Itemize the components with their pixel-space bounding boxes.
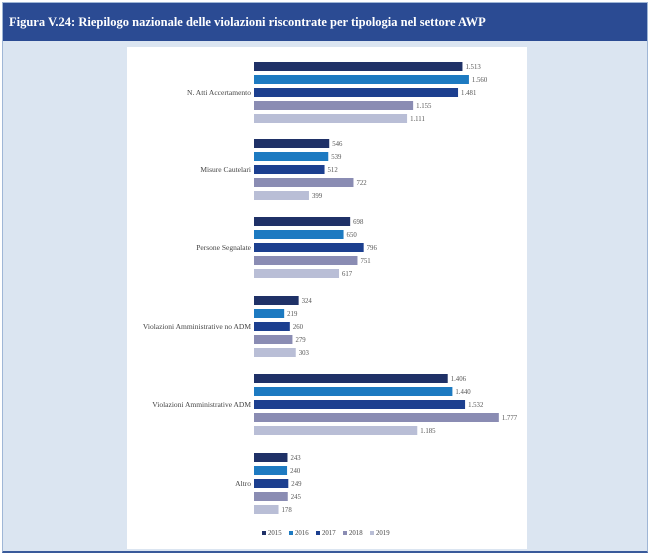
bar-n-atti-accertamento-2017 — [254, 88, 459, 97]
data-label-altro-2019: 178 — [282, 507, 293, 514]
legend-label-2017: 2017 — [322, 530, 336, 537]
data-label-n-atti-accertamento-2019: 1.111 — [410, 116, 425, 123]
bar-violazioni-amministrative-no-adm-2017 — [254, 322, 290, 331]
data-label-misure-cautelari-2019: 399 — [312, 193, 323, 200]
data-label-persone-segnalate-2016: 650 — [347, 232, 358, 239]
legend-swatch-2019 — [370, 531, 374, 535]
bar-misure-cautelari-2019 — [254, 191, 309, 200]
data-label-persone-segnalate-2019: 617 — [342, 271, 353, 278]
bar-persone-segnalate-2019 — [254, 269, 340, 278]
category-label-violazioni-amministrative-no-adm: Violazioni Amministrative no ADM — [143, 322, 251, 331]
bar-misure-cautelari-2017 — [254, 165, 325, 174]
data-label-violazioni-amministrative-no-adm-2019: 303 — [299, 350, 310, 357]
data-label-n-atti-accertamento-2015: 1.513 — [465, 64, 481, 71]
bar-n-atti-accertamento-2019 — [254, 114, 408, 123]
legend-label-2016: 2016 — [295, 530, 309, 537]
figure-title: Figura V.24: Riepilogo nazionale delle v… — [3, 3, 647, 41]
bar-persone-segnalate-2018 — [254, 256, 358, 265]
data-label-violazioni-amministrative-adm-2019: 1.185 — [420, 428, 436, 435]
data-label-n-atti-accertamento-2017: 1.481 — [461, 90, 476, 97]
legend-label-2019: 2019 — [376, 530, 390, 537]
legend-label-2015: 2015 — [268, 530, 282, 537]
bar-persone-segnalate-2015 — [254, 217, 351, 226]
bar-violazioni-amministrative-adm-2017 — [254, 400, 466, 409]
legend-swatch-2018 — [343, 531, 347, 535]
bar-altro-2015 — [254, 453, 288, 462]
bar-persone-segnalate-2017 — [254, 243, 364, 252]
bar-violazioni-amministrative-adm-2015 — [254, 374, 448, 383]
data-label-violazioni-amministrative-no-adm-2016: 219 — [287, 311, 298, 318]
bar-violazioni-amministrative-no-adm-2016 — [254, 309, 285, 318]
bar-misure-cautelari-2015 — [254, 139, 330, 148]
bar-violazioni-amministrative-no-adm-2015 — [254, 296, 299, 305]
bar-altro-2019 — [254, 505, 279, 514]
category-label-misure-cautelari: Misure Cautelari — [200, 165, 251, 174]
data-label-misure-cautelari-2015: 546 — [332, 141, 343, 148]
legend-swatch-2015 — [262, 531, 266, 535]
category-label-persone-segnalate: Persone Segnalate — [196, 243, 251, 252]
legend-label-2018: 2018 — [349, 530, 363, 537]
bar-n-atti-accertamento-2016 — [254, 75, 469, 84]
data-label-misure-cautelari-2017: 512 — [328, 167, 339, 174]
data-label-persone-segnalate-2018: 751 — [360, 258, 370, 265]
bar-altro-2017 — [254, 479, 289, 488]
data-label-altro-2018: 245 — [291, 494, 302, 501]
data-label-persone-segnalate-2015: 698 — [353, 219, 364, 226]
data-label-misure-cautelari-2016: 539 — [331, 154, 342, 161]
data-label-altro-2017: 249 — [291, 481, 302, 488]
bar-misure-cautelari-2018 — [254, 178, 354, 187]
data-label-altro-2016: 240 — [290, 468, 301, 475]
bar-chart: N. Atti Accertamento 1.513 1.560 1.481 1.155… — [143, 62, 518, 537]
bar-n-atti-accertamento-2015 — [254, 62, 463, 71]
data-label-violazioni-amministrative-no-adm-2017: 260 — [293, 324, 304, 331]
bar-violazioni-amministrative-adm-2019 — [254, 426, 418, 435]
bar-violazioni-amministrative-no-adm-2019 — [254, 348, 296, 357]
data-label-violazioni-amministrative-no-adm-2015: 324 — [302, 298, 313, 305]
data-label-n-atti-accertamento-2016: 1.560 — [472, 77, 488, 84]
data-label-n-atti-accertamento-2018: 1.155 — [416, 103, 432, 110]
data-label-violazioni-amministrative-no-adm-2018: 279 — [295, 337, 306, 344]
bar-violazioni-amministrative-adm-2018 — [254, 413, 499, 422]
bar-altro-2018 — [254, 492, 288, 501]
bar-violazioni-amministrative-adm-2016 — [254, 387, 453, 396]
chart-panel: N. Atti Accertamento 1.513 1.560 1.481 1.155… — [127, 47, 527, 549]
bar-persone-segnalate-2016 — [254, 230, 344, 239]
legend-swatch-2017 — [316, 531, 320, 535]
category-label-altro: Altro — [235, 479, 251, 488]
bar-violazioni-amministrative-no-adm-2018 — [254, 335, 293, 344]
data-label-violazioni-amministrative-adm-2017: 1.532 — [468, 402, 484, 409]
legend-swatch-2016 — [289, 531, 293, 535]
data-label-violazioni-amministrative-adm-2015: 1.406 — [451, 376, 467, 383]
category-label-n-atti-accertamento: N. Atti Accertamento — [187, 88, 251, 97]
data-label-misure-cautelari-2018: 722 — [356, 180, 367, 187]
category-label-violazioni-amministrative-adm: Violazioni Amministrative ADM — [152, 400, 251, 409]
bar-altro-2016 — [254, 466, 288, 475]
data-label-violazioni-amministrative-adm-2018: 1.777 — [502, 415, 518, 422]
bar-n-atti-accertamento-2018 — [254, 101, 414, 110]
data-label-altro-2015: 243 — [290, 455, 301, 462]
data-label-violazioni-amministrative-adm-2016: 1.440 — [455, 389, 471, 396]
data-label-persone-segnalate-2017: 796 — [367, 245, 378, 252]
bar-misure-cautelari-2016 — [254, 152, 329, 161]
